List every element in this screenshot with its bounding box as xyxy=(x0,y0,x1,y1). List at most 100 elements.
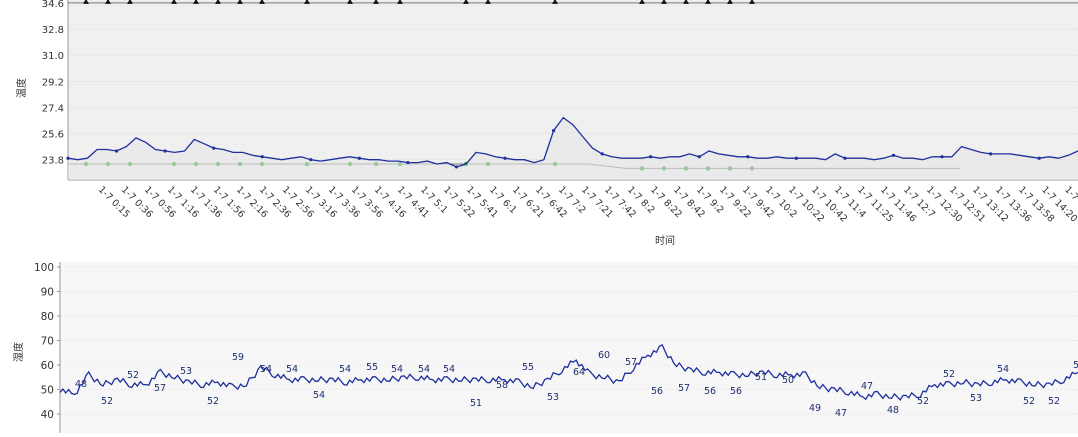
upper-limit-marker xyxy=(727,0,733,4)
temperature-point xyxy=(988,152,993,156)
humidity-data-label: 52 xyxy=(943,369,955,380)
upper-limit-marker xyxy=(749,0,755,4)
temperature-point xyxy=(600,152,604,156)
humidity-data-label: 47 xyxy=(835,408,847,419)
temperature-line xyxy=(67,116,1078,168)
humidity-plot-area xyxy=(60,262,1078,433)
temperature-point xyxy=(794,156,798,160)
temperature-point xyxy=(309,158,313,162)
temperature-x-tick-labels: 1-7 0:151-7 0:361-7 0:561-7 1:161-7 1:36… xyxy=(96,184,1078,224)
humidity-data-label: 5 xyxy=(1073,360,1078,371)
temperature-chart: 23.8 25.6 27.4 29.2 31.0 32.8 34.6 温度 1-7 0:15… xyxy=(15,0,1078,247)
temperature-gridlines xyxy=(68,0,1078,180)
humidity-y-tick-labels: 40 50 60 70 80 90 100 xyxy=(34,262,60,421)
humidity-data-label: 57 xyxy=(154,383,166,394)
temperature-point xyxy=(114,149,119,153)
humidity-data-label: 54 xyxy=(443,364,455,375)
temperature-point xyxy=(163,149,167,153)
y-tick-label: 70 xyxy=(41,336,54,348)
y-tick-label: 29.2 xyxy=(42,77,64,88)
y-tick-label: 60 xyxy=(41,360,54,372)
humidity-gridlines xyxy=(60,262,1078,433)
temperature-point xyxy=(843,156,847,160)
humidity-data-label: 55 xyxy=(522,362,534,373)
humidity-data-label: 48 xyxy=(75,379,87,390)
upper-limit-marker xyxy=(259,0,265,4)
temperature-area xyxy=(68,117,1078,180)
humidity-data-label: 49 xyxy=(809,403,821,414)
humidity-data-label: 54 xyxy=(286,364,298,375)
temperature-point xyxy=(940,155,944,159)
temperature-y-axis-label: 温度 xyxy=(15,78,28,98)
upper-limit-marker xyxy=(661,0,667,4)
temperature-point xyxy=(503,156,507,160)
humidity-data-label: 48 xyxy=(887,405,899,416)
upper-limit-marker xyxy=(127,0,133,4)
temperature-point xyxy=(406,160,410,165)
humidity-data-label: 54 xyxy=(997,364,1009,375)
humidity-data-label: 52 xyxy=(917,396,929,407)
humidity-data-label: 54 xyxy=(339,364,351,375)
y-tick-label: 50 xyxy=(41,385,54,397)
upper-limit-marker xyxy=(705,0,711,4)
humidity-data-label: 59 xyxy=(232,352,244,363)
upper-limit-marker xyxy=(373,0,379,4)
upper-limit-marker xyxy=(463,0,469,4)
humidity-data-label: 57 xyxy=(625,357,637,368)
humidity-chart: 40 50 60 70 80 90 100 湿度 48 52 52 57 53 52 59 54 54 54 5… xyxy=(12,262,1078,433)
temperature-y-tick-labels: 23.8 25.6 27.4 29.2 31.0 32.8 34.6 xyxy=(42,0,64,167)
humidity-data-label: 51 xyxy=(755,372,767,383)
humidity-y-axis-label: 湿度 xyxy=(12,342,25,362)
upper-limit-marker xyxy=(347,0,353,4)
upper-limit-marker xyxy=(171,0,177,4)
upper-limit-marker xyxy=(193,0,199,4)
temperature-point xyxy=(551,129,556,133)
humidity-data-label: 53 xyxy=(970,393,982,404)
temperature-point xyxy=(454,165,459,169)
temperature-point xyxy=(357,156,361,160)
upper-limit-marker xyxy=(552,0,558,4)
upper-limit-marker xyxy=(83,0,89,4)
temperature-point xyxy=(697,155,701,159)
humidity-data-label: 52 xyxy=(127,370,139,381)
upper-limit-marker xyxy=(304,0,310,4)
humidity-data-label: 54 xyxy=(391,364,403,375)
humidity-data-label: 54 xyxy=(418,364,430,375)
y-tick-label: 31.0 xyxy=(42,51,64,62)
humidity-data-label: 55 xyxy=(366,362,378,373)
humidity-data-label: 60 xyxy=(598,350,610,361)
humidity-data-label: 53 xyxy=(180,366,192,377)
humidity-data-label: 56 xyxy=(730,386,742,397)
humidity-data-label: 54 xyxy=(313,390,325,401)
temperature-point xyxy=(212,146,216,150)
humidity-data-label: 56 xyxy=(704,386,716,397)
humidity-series xyxy=(59,344,1078,401)
temperature-point xyxy=(746,155,750,159)
upper-limit-marker xyxy=(639,0,645,4)
humidity-data-label: 58 xyxy=(496,380,508,391)
upper-limit-marker xyxy=(105,0,111,4)
humidity-line xyxy=(59,344,1078,401)
upper-limit-marker xyxy=(397,0,403,4)
y-tick-label: 80 xyxy=(41,311,54,323)
temperature-point xyxy=(649,155,653,159)
y-tick-label: 34.6 xyxy=(42,0,64,10)
humidity-data-label: 47 xyxy=(861,381,873,392)
y-tick-label: 23.8 xyxy=(42,156,64,167)
humidity-data-label: 52 xyxy=(101,396,113,407)
humidity-data-label: 64 xyxy=(573,367,585,378)
y-tick-label: 40 xyxy=(41,409,54,421)
temperature-x-axis-label: 时间 xyxy=(655,234,675,247)
temperature-series xyxy=(66,0,1078,180)
upper-limit-marker xyxy=(215,0,221,4)
humidity-data-label: 52 xyxy=(1023,396,1035,407)
humidity-data-label: 57 xyxy=(678,383,690,394)
humidity-data-label: 53 xyxy=(547,392,559,403)
upper-limit-marker xyxy=(683,0,689,4)
temperature-point xyxy=(891,153,896,157)
y-tick-label: 25.6 xyxy=(42,130,64,141)
y-tick-label: 27.4 xyxy=(42,103,64,114)
y-tick-label: 32.8 xyxy=(42,25,64,36)
y-tick-label: 90 xyxy=(41,287,54,299)
